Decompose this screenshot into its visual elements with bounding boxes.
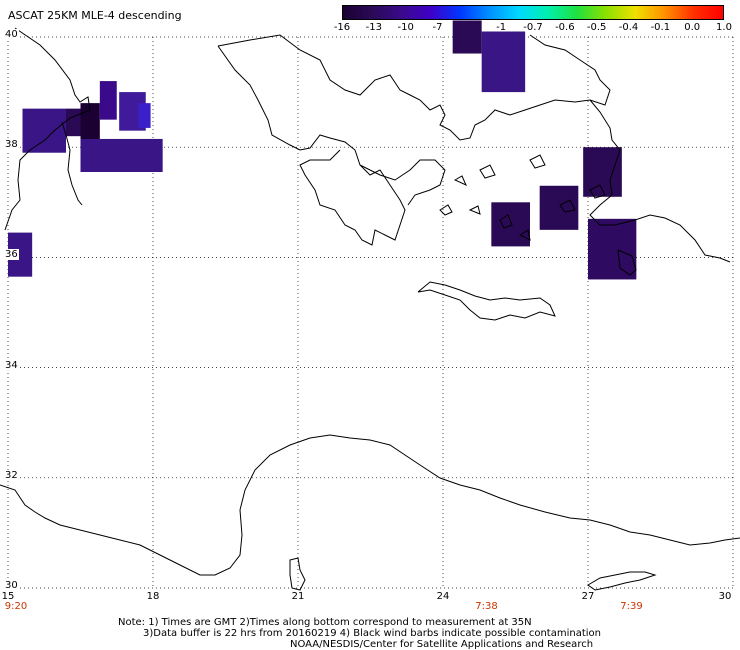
data-cell — [138, 103, 151, 128]
time-label: 7:39 — [620, 601, 643, 612]
coastlines — [0, 27, 740, 591]
color-scale-label: 0.0 — [684, 22, 701, 33]
longitude-label: 30 — [718, 591, 732, 602]
coast-italy — [4, 27, 91, 231]
color-scale-label: -1 — [496, 22, 507, 33]
data-cell — [80, 138, 163, 172]
longitude-label: 15 — [1, 591, 15, 602]
data-cell — [66, 108, 83, 137]
data-cell — [588, 218, 637, 280]
coast-islands — [439, 154, 606, 241]
coast-small-island — [289, 557, 306, 591]
time-label: 7:38 — [475, 601, 498, 612]
latitude-label: 32 — [4, 469, 19, 481]
map-title: ASCAT 25KM MLE-4 descending — [8, 9, 182, 22]
latitude-label: 34 — [4, 359, 19, 371]
latitude-label: 36 — [4, 249, 19, 261]
color-scale-label: -10 — [397, 22, 414, 33]
note-line-1: Note: 1) Times are GMT 2)Times along bot… — [118, 617, 532, 628]
color-scale-label: -13 — [365, 22, 382, 33]
color-scale-bar — [342, 5, 724, 20]
color-scale-label: -0.7 — [523, 22, 543, 33]
coast-rhodes — [617, 249, 637, 276]
coast-turkey-west — [589, 99, 731, 263]
data-cell — [583, 147, 622, 197]
color-scale-label: -7 — [432, 22, 443, 33]
latitude-label: 30 — [4, 580, 19, 591]
data-cell — [22, 108, 66, 153]
color-scale-label: -16 — [333, 22, 351, 33]
latitude-label: 40 — [4, 29, 19, 40]
data-cell — [452, 20, 482, 54]
data-cells — [8, 20, 637, 280]
color-scale-label: -0.1 — [650, 22, 671, 33]
data-cell — [481, 31, 526, 93]
data-cell — [99, 81, 117, 120]
longitude-label: 21 — [291, 591, 305, 602]
coast-crete — [417, 281, 556, 321]
coast-greece-mainland — [217, 45, 446, 246]
color-scale-label: -0.5 — [586, 22, 607, 33]
coast-greece-north — [217, 34, 611, 141]
data-cell — [80, 103, 100, 142]
coast-italy-heel — [61, 121, 83, 206]
longitude-label: 27 — [581, 591, 595, 602]
note-line-3: NOAA/NESDIS/Center for Satellite Applica… — [290, 639, 594, 650]
color-scale-label: -0.6 — [555, 22, 575, 33]
latitude-label: 38 — [4, 139, 19, 151]
time-label: 9:20 — [4, 601, 28, 612]
color-scale-label: -0.4 — [618, 22, 639, 33]
note-line-2: 3)Data buffer is 22 hrs from 20160219 4)… — [143, 628, 601, 639]
longitude-label: 18 — [146, 591, 160, 602]
coast-south-right — [587, 571, 657, 591]
longitude-label: 24 — [436, 591, 450, 602]
data-cell — [539, 185, 579, 230]
color-scale-label: 1.0 — [716, 22, 732, 33]
coast-north-africa — [0, 434, 740, 576]
data-cell — [491, 202, 530, 247]
